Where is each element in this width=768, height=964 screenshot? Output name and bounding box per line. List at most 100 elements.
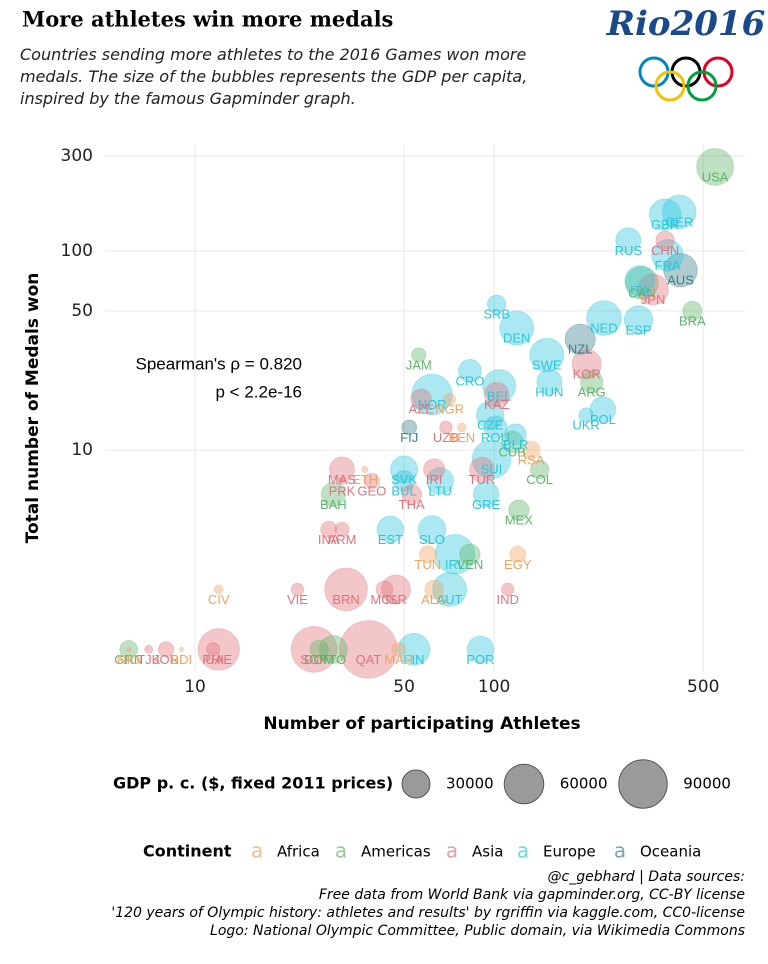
bubble [432, 571, 468, 607]
point-label: ESP [626, 322, 652, 337]
bubble [339, 620, 398, 679]
point-label: INA [318, 532, 340, 547]
bubble [361, 465, 369, 474]
point-label: SVK [391, 472, 417, 487]
bubble [615, 227, 642, 254]
bubble [459, 543, 481, 566]
point-label: AUS [667, 273, 694, 288]
point-label: KEN [448, 430, 475, 445]
bubble [663, 252, 698, 288]
bubble [320, 520, 338, 539]
point-label: IRL [445, 557, 465, 572]
bubble [483, 381, 510, 408]
point-label: MAS [328, 472, 357, 487]
bubble [290, 626, 338, 673]
bubble [178, 646, 184, 653]
annotation: p < 2.2e-16 [216, 382, 303, 401]
point-label: MAR [384, 652, 413, 667]
point-label: CHN [651, 243, 679, 258]
bubble [213, 584, 224, 595]
point-label: PHI [202, 652, 224, 667]
legend-label: Asia [472, 843, 503, 861]
legend-title: GDP p. c. ($, fixed 2011 prices) [113, 774, 393, 793]
point-label: SGP [300, 652, 327, 667]
point-label: ARM [328, 532, 357, 547]
bubble [423, 458, 446, 481]
point-label: AUT [437, 592, 463, 607]
bubble [334, 521, 350, 538]
point-label: NOR [418, 397, 447, 412]
y-tick-label: 100 [61, 241, 93, 261]
bubble [500, 430, 524, 454]
point-label: GRN [114, 652, 143, 667]
bubble [469, 456, 495, 483]
bubble [443, 392, 457, 406]
bubble [324, 567, 368, 612]
bubble [411, 373, 453, 416]
point-label: HUN [535, 384, 563, 399]
point-label: IRI [426, 472, 443, 487]
bubble [439, 420, 453, 435]
bubble [290, 582, 305, 597]
point-label: CAN [628, 285, 655, 300]
bubble [500, 582, 515, 597]
point-label: CRO [455, 373, 484, 388]
point-label: BEL [487, 388, 512, 403]
bubble [564, 323, 596, 355]
point-label: FRA [655, 258, 681, 273]
bubble [648, 198, 682, 231]
bubble [586, 300, 622, 336]
point-label: VIE [287, 592, 308, 607]
annotation: Spearman's ρ = 0.820 [136, 354, 303, 373]
chart-title: More athletes win more medals [22, 7, 393, 32]
bubble [309, 639, 329, 660]
point-label: USA [702, 169, 729, 184]
bubble [393, 469, 416, 493]
point-label: JAM [406, 358, 432, 373]
bubble [571, 349, 602, 380]
bubble [482, 369, 517, 403]
bubble [696, 147, 735, 186]
point-label: CUB [499, 444, 526, 459]
x-tick-label: 500 [687, 677, 719, 697]
bubble [320, 481, 346, 507]
x-axis-label: Number of participating Athletes [263, 714, 580, 734]
point-label: POR [466, 652, 494, 667]
point-label: DOM [304, 652, 334, 667]
bubble [486, 294, 507, 314]
bubble [580, 370, 604, 394]
bubble [655, 230, 675, 251]
point-label: MEX [505, 513, 534, 528]
point-label: CZE [477, 417, 503, 432]
bubble [401, 419, 418, 436]
bubble [417, 515, 447, 544]
bubble [144, 644, 154, 654]
bubble [397, 632, 431, 666]
bubble [471, 439, 512, 480]
x-tick-label: 50 [393, 677, 415, 697]
x-tick-label: 10 [184, 677, 206, 697]
point-label: RSA [518, 453, 545, 468]
x-tick-label: 100 [478, 677, 510, 697]
bubble [521, 440, 541, 460]
point-label: BRN [332, 592, 359, 607]
y-tick-label: 300 [61, 146, 93, 166]
bubble [328, 456, 356, 483]
legend-label: Africa [277, 843, 320, 861]
legend-key: a [446, 839, 458, 863]
legend-label: Europe [543, 843, 596, 861]
bubble [157, 641, 175, 658]
point-label: BLR [503, 437, 528, 452]
bubble [390, 455, 419, 484]
point-label: ARG [578, 384, 606, 399]
bubble [411, 347, 427, 363]
point-label: TTO [320, 652, 346, 667]
point-label: QAT [356, 652, 382, 667]
point-label: GBR [651, 217, 679, 232]
subtitle-box: Countries sending more athletes to the 2… [20, 45, 527, 108]
point-label: UAE [205, 652, 232, 667]
y-tick-label: 50 [71, 301, 93, 321]
legend-bubble [401, 769, 431, 799]
bubble [424, 579, 444, 600]
